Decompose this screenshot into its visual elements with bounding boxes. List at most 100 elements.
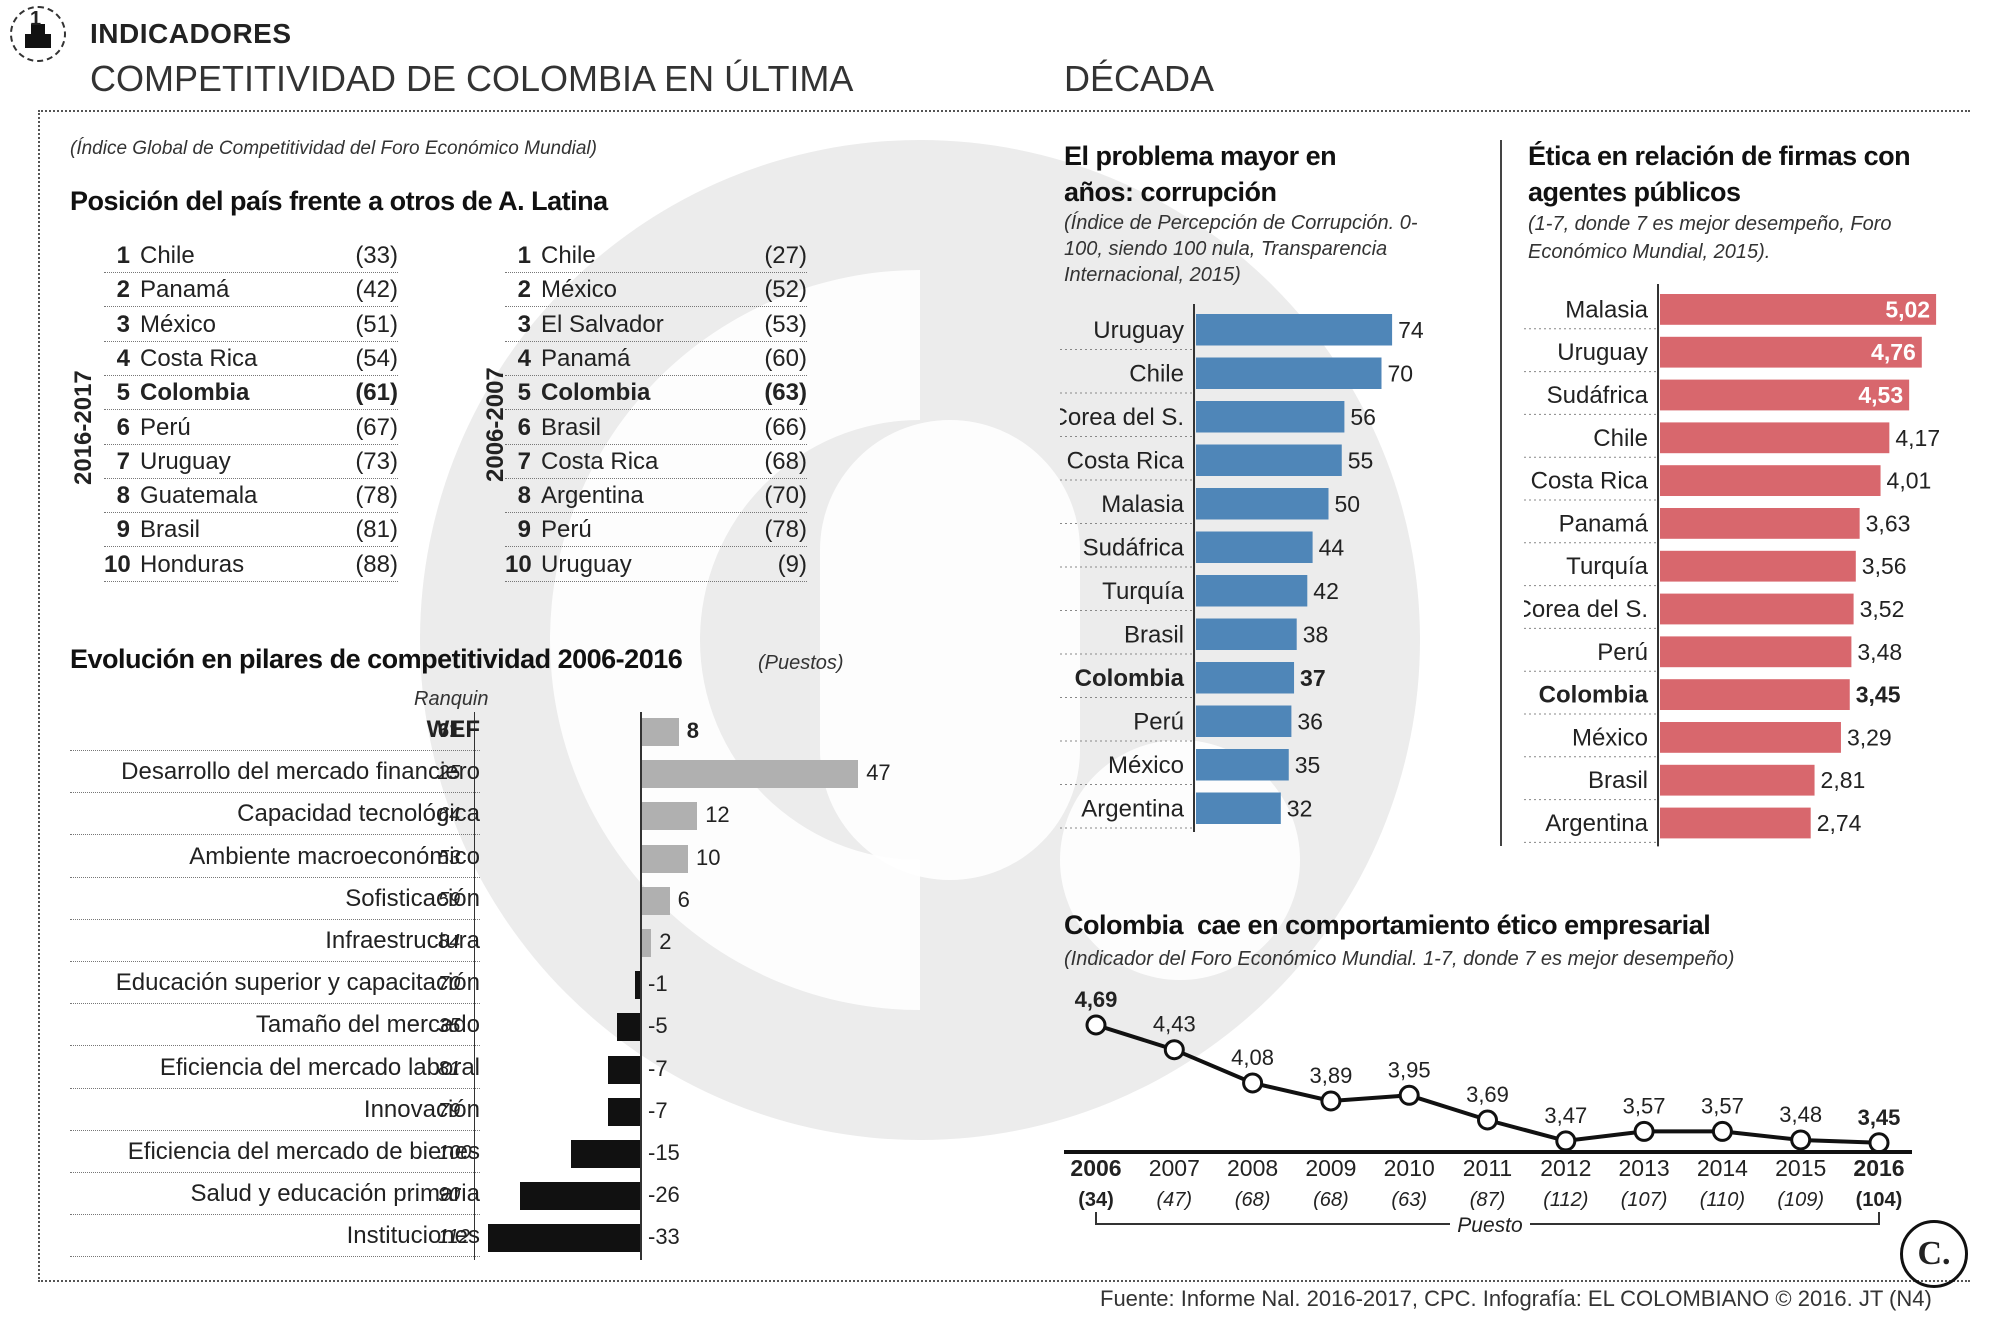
trend-year-label: 2006 — [1070, 1155, 1121, 1181]
corruption-title: El problema mayor en años: corrupción — [1064, 141, 1337, 207]
pillar-label: Tamaño del mercado — [255, 1011, 480, 1039]
source-note: (Índice Global de Competitividad del For… — [70, 138, 597, 159]
trend-point — [1320, 1090, 1342, 1112]
pillar-bar — [520, 1182, 640, 1211]
bar-value-label: 3,45 — [1856, 682, 1901, 708]
ranking-position: 3 — [116, 310, 130, 338]
ranking-row: 5 Colombia (61) — [104, 377, 398, 411]
ranking-position: 1 — [116, 242, 130, 269]
ranking-position: 6 — [116, 413, 130, 441]
bar-value-label: 3,56 — [1862, 553, 1907, 579]
ranking-position: 4 — [116, 344, 130, 372]
corruption-bar-chart: Uruguay 74 Chile 70 Corea del S. 56 Costa Rica… — [1060, 304, 1424, 832]
pillar-value: -1 — [648, 971, 668, 997]
ranking-country: Colombia — [541, 379, 651, 407]
bar-value-label: 42 — [1313, 578, 1339, 604]
trend-value-label: 3,48 — [1779, 1102, 1822, 1127]
ranking-row: 3 El Salvador (53) — [505, 309, 807, 342]
category-label: Argentina — [1545, 810, 1648, 837]
category-label: Uruguay — [1557, 339, 1648, 366]
brand-logo: C. — [1900, 1220, 1968, 1288]
bar-value-label: 5,02 — [1885, 296, 1930, 322]
ranking-country: Perú — [140, 413, 191, 441]
category-label: Malasia — [1565, 296, 1648, 323]
bar-value-label: 3,52 — [1860, 596, 1905, 622]
pillar-value: -7 — [648, 1097, 668, 1123]
ranking-score: (66) — [764, 413, 807, 441]
ranking-position: 10 — [104, 550, 131, 578]
pillar-rank: 25 — [438, 762, 461, 785]
pillar-value: -15 — [648, 1140, 680, 1165]
bar-value-label: 3,29 — [1847, 724, 1892, 750]
ranking-position: 1 — [517, 242, 531, 269]
bar — [1196, 662, 1295, 694]
ethics-trend-title: Colombia cae en comportamiento ético emp… — [1064, 910, 1711, 940]
pillar-rank: 79 — [438, 1099, 461, 1122]
bar — [1196, 401, 1345, 433]
trend-point — [1242, 1072, 1264, 1094]
ranking-position: 8 — [517, 482, 531, 510]
ranking-country: Brasil — [541, 413, 602, 441]
ranking-country: México — [140, 310, 217, 338]
ranking-row: 6 Perú (67) — [104, 412, 398, 445]
pillar-row: Infraestructura — [70, 921, 480, 962]
bar-value-label: 4,17 — [1895, 425, 1940, 451]
ranking-score: (67) — [355, 413, 398, 441]
ranking-country: Guatemala — [140, 482, 258, 510]
ranking-position: 9 — [116, 516, 130, 544]
page-title-right: DÉCADA — [1064, 58, 1215, 99]
bar — [1660, 593, 1854, 625]
pillar-label: Innovación — [363, 1095, 480, 1123]
trend-position-label: (112) — [1543, 1189, 1588, 1211]
trend-value-label: 3,69 — [1466, 1082, 1509, 1107]
bar — [1660, 422, 1890, 454]
pillar-bar — [488, 1224, 640, 1253]
pillar-row: Salud y educación primaria — [70, 1174, 480, 1216]
pillar-value: 8 — [686, 718, 700, 743]
category-label: Argentina — [1081, 795, 1184, 822]
section-label: INDICADORES — [90, 18, 292, 49]
pillar-row: Capacidad tecnológica — [70, 794, 480, 836]
ranking-position: 10 — [505, 550, 532, 578]
trend-position-label: (63) — [1391, 1189, 1427, 1211]
pillar-label: Infraestructura — [325, 927, 480, 954]
ranking-score: (33) — [355, 242, 398, 269]
trend-position-label: (47) — [1157, 1189, 1193, 1211]
bar-value-label: 38 — [1303, 621, 1329, 647]
ranking-score: (81) — [355, 516, 398, 544]
bar — [1660, 679, 1850, 710]
ranking-position: 7 — [116, 447, 130, 475]
ranking-country: Costa Rica — [140, 344, 258, 372]
trend-year-label: 2007 — [1149, 1155, 1200, 1181]
pillar-row: Educación superior y capacitación — [70, 963, 480, 1005]
bar — [1660, 379, 1910, 411]
bar — [1196, 357, 1382, 389]
ranking-country: Colombia — [140, 379, 250, 407]
trend-value-label: 3,57 — [1623, 1093, 1666, 1118]
trend-point — [1477, 1109, 1498, 1131]
category-label: México — [1572, 724, 1648, 751]
pillar-bar — [642, 844, 688, 873]
bar-value-label: 37 — [1300, 665, 1326, 691]
category-label: Malasia — [1101, 491, 1184, 518]
trend-position-label-bg — [1450, 1212, 1530, 1236]
pillar-rank: 100 — [438, 1142, 472, 1164]
section-divider — [1500, 140, 1502, 846]
bar-value-label: 36 — [1297, 708, 1323, 734]
trend-value-label: 4,69 — [1075, 987, 1118, 1012]
pillar-rank: 81 — [438, 1057, 461, 1080]
category-label: Turquía — [1102, 578, 1184, 605]
ranking-country: Uruguay — [140, 447, 231, 475]
ranking-position: 3 — [517, 310, 531, 338]
bar — [1660, 807, 1811, 839]
category-label: Costa Rica — [1531, 468, 1649, 495]
pillar-row: Eficiencia del mercado de bienes — [70, 1132, 480, 1173]
ranking-row: 7 Uruguay (73) — [104, 446, 398, 479]
pillars-subtitle: (Puestos) — [758, 652, 844, 674]
ranking-row: 10 Honduras (88) — [104, 549, 398, 582]
category-label: Chile — [1593, 425, 1648, 452]
ranking-row: 4 Costa Rica (54) — [104, 343, 398, 376]
category-label: Sudáfrica — [1547, 382, 1649, 409]
trend-position-caption: Puesto — [1457, 1214, 1523, 1237]
pillar-value: -5 — [648, 1013, 668, 1039]
